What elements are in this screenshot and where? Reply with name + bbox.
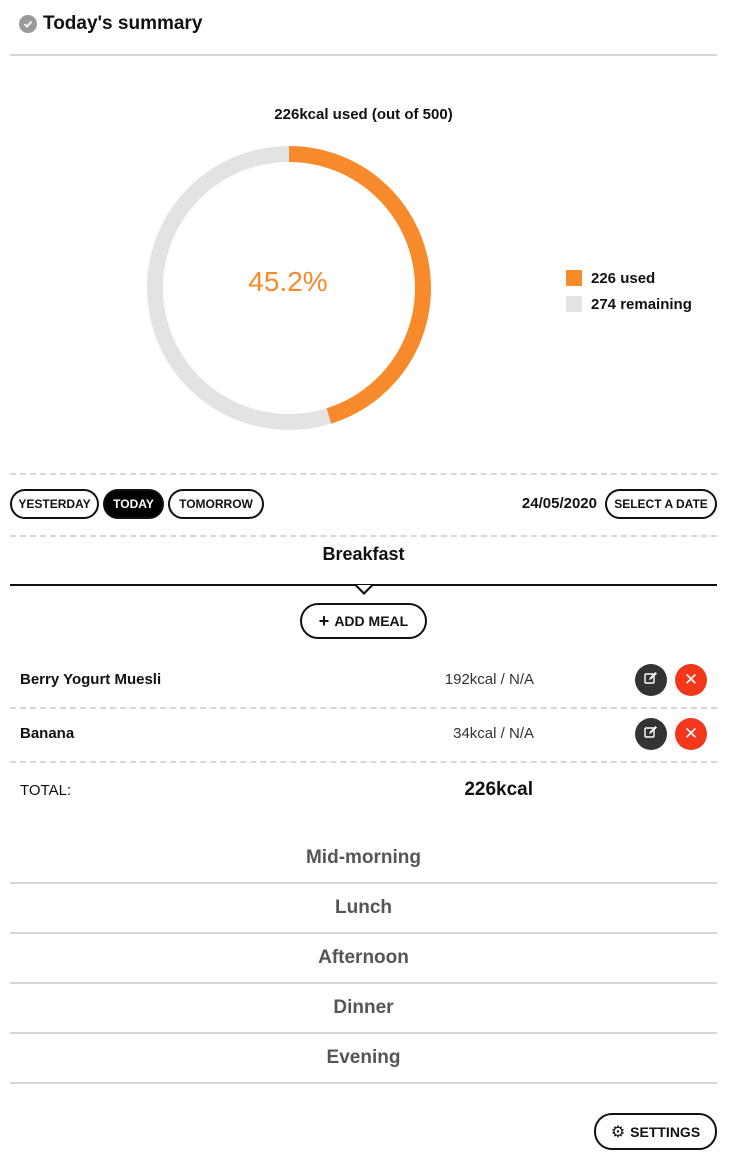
page-title: Today's summary <box>43 13 203 34</box>
list-item: Berry Yogurt Muesli 192kcal / N/A ✕ <box>10 654 717 708</box>
settings-label: SETTINGS <box>630 1123 701 1140</box>
divider <box>10 761 717 763</box>
donut-slice-remaining <box>147 146 332 430</box>
check-circle-icon <box>19 15 37 33</box>
tomorrow-button[interactable]: TOMORROW <box>168 489 264 519</box>
legend-swatch-used <box>566 270 582 286</box>
select-date-button[interactable]: SELECT A DATE <box>605 489 717 519</box>
gear-icon: ⚙ <box>610 1123 626 1141</box>
meal-heading: Breakfast <box>322 544 405 564</box>
edit-button[interactable] <box>635 664 667 696</box>
delete-button[interactable]: ✕ <box>675 664 707 696</box>
delete-button[interactable]: ✕ <box>675 718 707 750</box>
calorie-chart: 226kcal used (out of 500) 45.2% 226 used… <box>10 56 717 474</box>
section-mid-morning[interactable]: Mid-morning <box>10 834 717 884</box>
legend-label-used: 226 used <box>591 269 656 287</box>
divider <box>10 473 717 475</box>
food-name: Banana <box>20 725 75 742</box>
section-afternoon[interactable]: Afternoon <box>10 934 717 984</box>
yesterday-button[interactable]: YESTERDAY <box>10 489 99 519</box>
donut-center-label: 45.2% <box>248 266 328 297</box>
heading-notch-fill <box>357 585 371 592</box>
plus-icon: + <box>318 611 330 631</box>
close-icon: ✕ <box>683 724 699 743</box>
current-date: 24/05/2020 <box>521 495 597 512</box>
section-lunch[interactable]: Lunch <box>10 884 717 934</box>
food-kcal: 34kcal / N/A <box>453 725 534 742</box>
section-evening[interactable]: Evening <box>10 1034 717 1084</box>
date-navigation: YESTERDAY TODAY TOMORROW 24/05/2020 SELE… <box>10 488 717 520</box>
add-meal-button[interactable]: + ADD MEAL <box>300 603 427 639</box>
edit-icon <box>644 725 658 744</box>
donut-slice-used <box>288 146 431 424</box>
edit-button[interactable] <box>635 718 667 750</box>
chart-legend: 226 used 274 remaining <box>566 265 692 317</box>
edit-icon <box>644 671 658 690</box>
food-kcal: 192kcal / N/A <box>444 671 534 688</box>
summary-header: Today's summary <box>10 0 717 56</box>
divider <box>10 535 717 537</box>
settings-button[interactable]: ⚙ SETTINGS <box>594 1113 717 1150</box>
section-dinner[interactable]: Dinner <box>10 984 717 1034</box>
legend-item-used: 226 used <box>566 265 692 291</box>
list-item: Banana 34kcal / N/A ✕ <box>10 708 717 762</box>
close-icon: ✕ <box>683 670 699 689</box>
today-button[interactable]: TODAY <box>103 489 164 519</box>
divider <box>10 707 717 709</box>
total-label: TOTAL: <box>20 782 72 799</box>
legend-label-remaining: 274 remaining <box>591 295 692 313</box>
food-name: Berry Yogurt Muesli <box>20 671 162 688</box>
add-meal-label: ADD MEAL <box>334 613 409 629</box>
total-value: 226kcal <box>464 779 533 800</box>
legend-item-remaining: 274 remaining <box>566 291 692 317</box>
chart-title: 226kcal used (out of 500) <box>274 106 453 123</box>
donut-chart <box>147 146 431 430</box>
legend-swatch-remaining <box>566 296 582 312</box>
